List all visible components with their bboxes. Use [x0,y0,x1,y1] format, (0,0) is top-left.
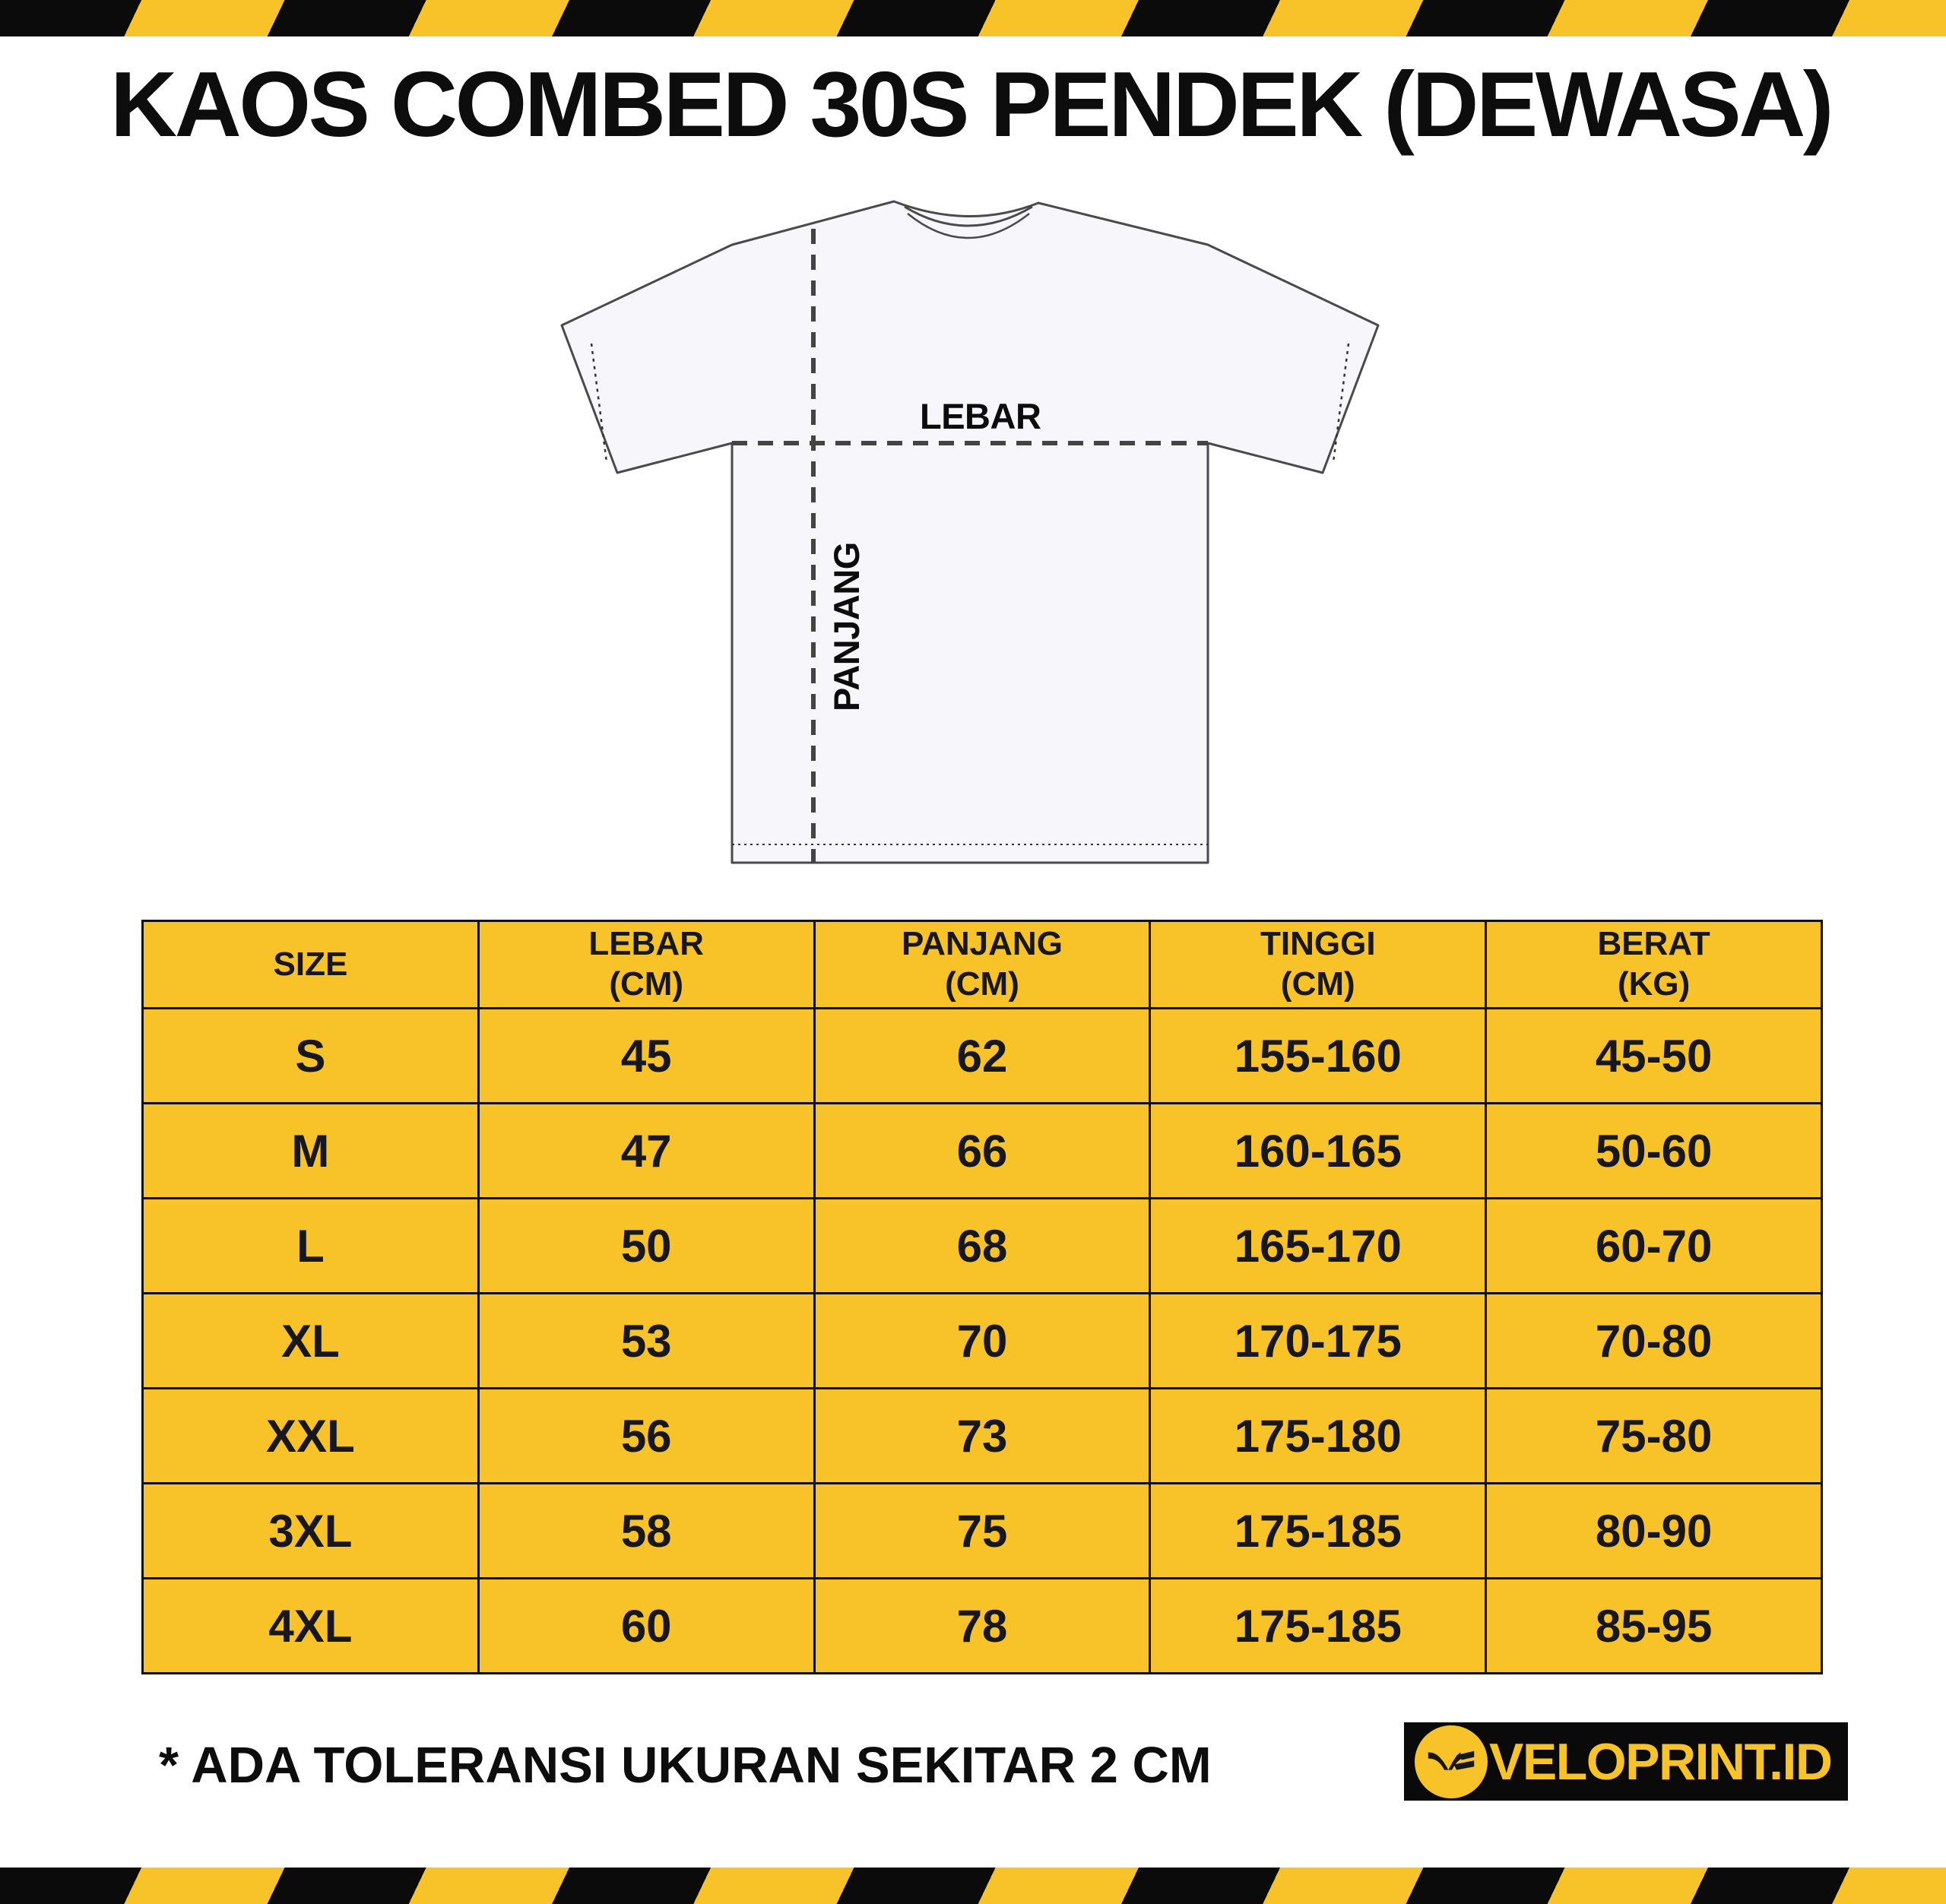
svg-text:PANJANG: PANJANG [826,542,867,711]
svg-text:LEBAR: LEBAR [920,396,1041,436]
